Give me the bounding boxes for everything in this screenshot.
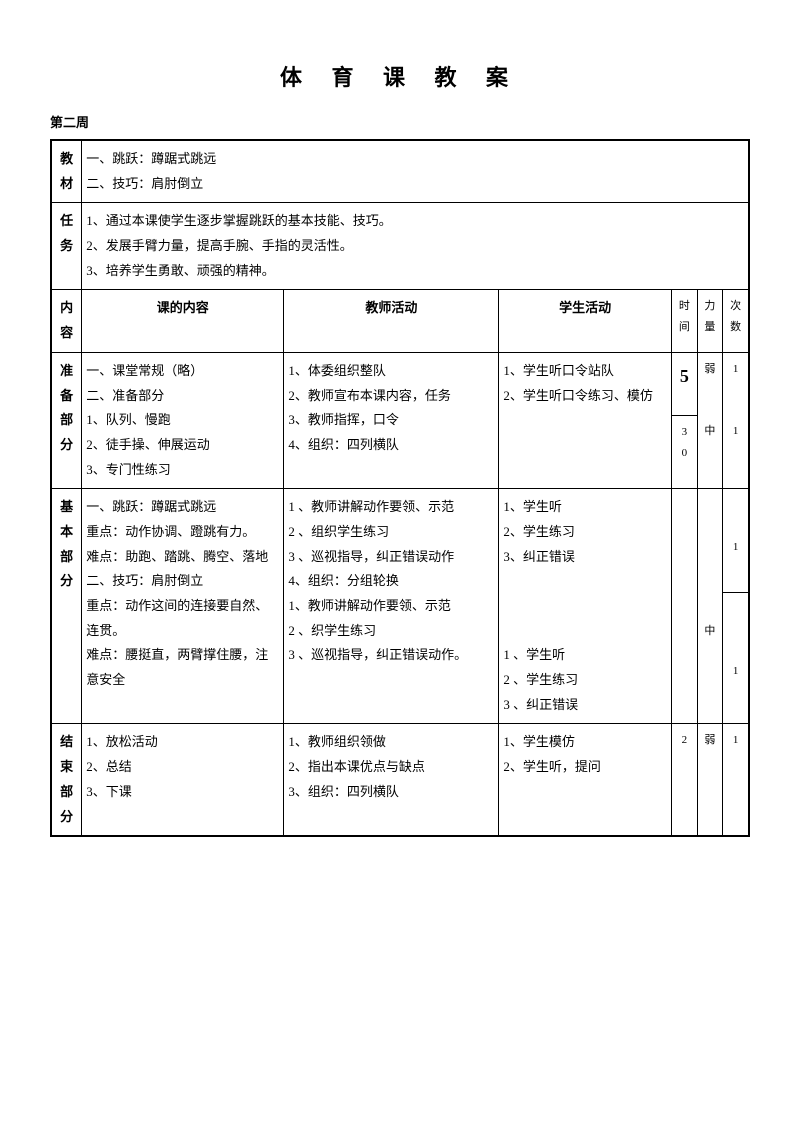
value: 中 xyxy=(704,625,715,637)
basic-times2: 1 xyxy=(723,592,749,724)
value: 1 xyxy=(733,425,739,437)
label-text: 内容 xyxy=(60,300,73,340)
prep-time1: 5 xyxy=(672,352,698,415)
prep-content: 一、课堂常规（略） 二、准备部分 1、队列、慢跑 2、徒手操、伸展运动 3、专门… xyxy=(82,352,284,488)
basic-times1: 1 xyxy=(723,489,749,592)
neirong-label: 内容 xyxy=(51,290,82,352)
label-text: 准备部分 xyxy=(60,363,73,452)
header-teacher-activity: 教师活动 xyxy=(284,290,499,352)
end-times: 1 xyxy=(723,724,749,836)
jiaocai-label: 教材 xyxy=(51,140,82,203)
label-text: 结束部分 xyxy=(60,734,73,823)
table-row: 准备部分 一、课堂常规（略） 二、准备部分 1、队列、慢跑 2、徒手操、伸展运动… xyxy=(51,352,749,415)
basic-time xyxy=(672,489,698,724)
prep-force: 弱中 xyxy=(697,352,723,488)
value: 1 xyxy=(733,541,739,553)
prep-times: 11 xyxy=(723,352,749,488)
value: 5 xyxy=(680,366,689,386)
renwu-content: 1、通过本课使学生逐步掌握跳跃的基本技能、技巧。 2、发展手臂力量，提高手腕、手… xyxy=(82,203,749,290)
header-course-content: 课的内容 xyxy=(82,290,284,352)
basic-force: 中 xyxy=(697,489,723,724)
label-text: 任务 xyxy=(60,213,73,253)
end-label: 结束部分 xyxy=(51,724,82,836)
table-row: 结束部分 1、放松活动 2、总结 3、下课 1、教师组织领做 2、指出本课优点与… xyxy=(51,724,749,836)
end-force: 弱 xyxy=(697,724,723,836)
header-student-activity: 学生活动 xyxy=(499,290,672,352)
basic-content: 一、跳跃：蹲踞式跳远 重点：动作协调、蹬跳有力。 难点：助跑、踏跳、腾空、落地 … xyxy=(82,489,284,724)
header-times: 次数 xyxy=(723,290,749,352)
jiaocai-content: 一、跳跃：蹲踞式跳远 二、技巧：肩肘倒立 xyxy=(82,140,749,203)
end-time: 2 xyxy=(672,724,698,836)
label-text: 教材 xyxy=(60,151,73,191)
prep-teacher: 1、体委组织整队 2、教师宣布本课内容，任务 3、教师指挥，口令 4、组织：四列… xyxy=(284,352,499,488)
prep-label: 准备部分 xyxy=(51,352,82,488)
table-row: 基本部分 一、跳跃：蹲踞式跳远 重点：动作协调、蹬跳有力。 难点：助跑、踏跳、腾… xyxy=(51,489,749,592)
header-force: 力量 xyxy=(697,290,723,352)
page-title: 体 育 课 教 案 xyxy=(50,60,750,92)
basic-student: 1、学生听 2、学生练习 3、纠正错误 1 、学生听 2 、学生练习 3 、纠正… xyxy=(499,489,672,724)
end-content: 1、放松活动 2、总结 3、下课 xyxy=(82,724,284,836)
header-time: 时间 xyxy=(672,290,698,352)
prep-time2: 3 0 xyxy=(672,415,698,488)
subtitle: 第二周 xyxy=(50,112,750,131)
table-row: 任务 1、通过本课使学生逐步掌握跳跃的基本技能、技巧。 2、发展手臂力量，提高手… xyxy=(51,203,749,290)
lesson-plan-table: 教材 一、跳跃：蹲踞式跳远 二、技巧：肩肘倒立 任务 1、通过本课使学生逐步掌握… xyxy=(50,139,750,837)
table-row: 内容 课的内容 教师活动 学生活动 时间 力量 次数 xyxy=(51,290,749,352)
value: 1 xyxy=(733,665,739,677)
value: 中 xyxy=(704,425,715,437)
basic-teacher: 1 、教师讲解动作要领、示范 2 、组织学生练习 3 、巡视指导，纠正错误动作 … xyxy=(284,489,499,724)
table-row: 教材 一、跳跃：蹲踞式跳远 二、技巧：肩肘倒立 xyxy=(51,140,749,203)
label-text: 基本部分 xyxy=(60,499,73,588)
basic-label: 基本部分 xyxy=(51,489,82,724)
value: 弱 xyxy=(704,363,715,375)
value: 1 xyxy=(733,363,739,375)
prep-student: 1、学生听口令站队 2、学生听口令练习、模仿 xyxy=(499,352,672,488)
end-student: 1、学生模仿 2、学生听，提问 xyxy=(499,724,672,836)
end-teacher: 1、教师组织领做 2、指出本课优点与缺点 3、组织：四列横队 xyxy=(284,724,499,836)
renwu-label: 任务 xyxy=(51,203,82,290)
